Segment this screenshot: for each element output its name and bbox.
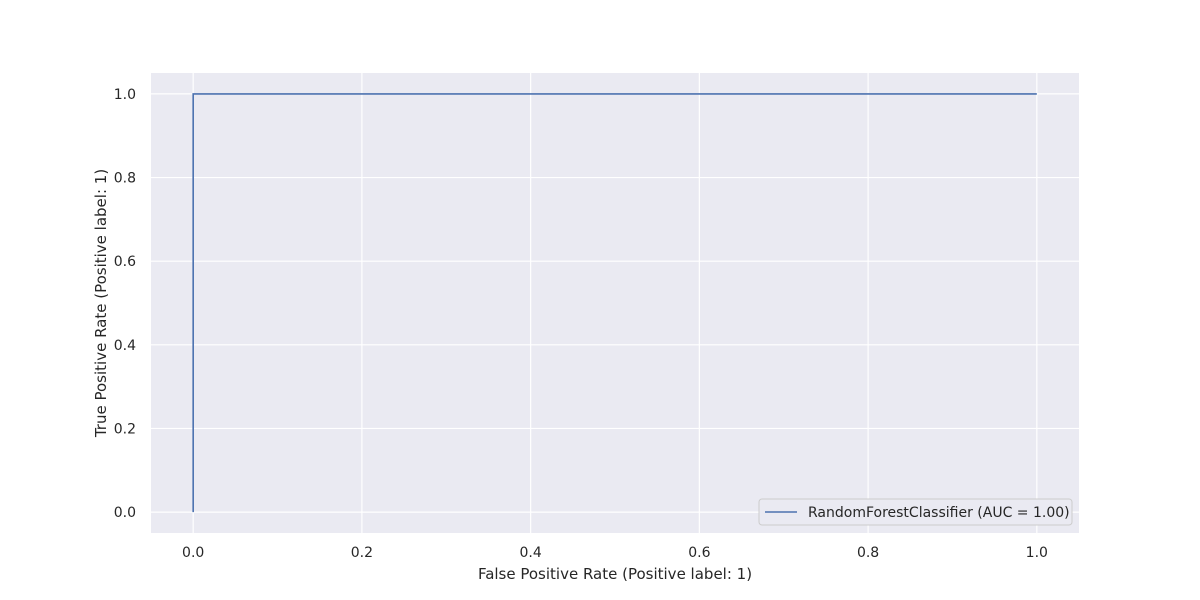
x-tick-label: 0.8 xyxy=(857,545,879,561)
plot-area xyxy=(151,73,1079,533)
series-layer xyxy=(192,93,1037,513)
x-tick-label: 1.0 xyxy=(1026,545,1048,561)
y-tick-label: 0.0 xyxy=(114,505,136,521)
y-tick-label: 0.6 xyxy=(114,254,136,270)
y-tick-label: 0.4 xyxy=(114,338,136,354)
x-tick-label: 0.4 xyxy=(520,545,542,561)
y-tick-label: 0.2 xyxy=(114,421,136,437)
y-tick-label: 1.0 xyxy=(114,87,136,103)
x-tick-label: 0.0 xyxy=(182,545,204,561)
legend-box xyxy=(758,498,1073,526)
y-axis-label: True Positive Rate (Positive label: 1) xyxy=(92,169,110,438)
x-axis-label: False Positive Rate (Positive label: 1) xyxy=(478,565,752,583)
x-tick-label: 0.2 xyxy=(351,545,373,561)
tick-labels: 0.0 0.2 0.4 0.6 0.8 1.0 0.0 0.2 0.4 0.6 0.8 1.0 xyxy=(114,87,1048,561)
legend: RandomForestClassifier (AUC = 1.00) xyxy=(758,498,1073,526)
x-tick-label: 0.6 xyxy=(688,545,710,561)
y-tick-label: 0.8 xyxy=(114,171,136,187)
legend-label: RandomForestClassifier (AUC = 1.00) xyxy=(808,505,1070,521)
roc-curve-line xyxy=(192,93,1037,513)
